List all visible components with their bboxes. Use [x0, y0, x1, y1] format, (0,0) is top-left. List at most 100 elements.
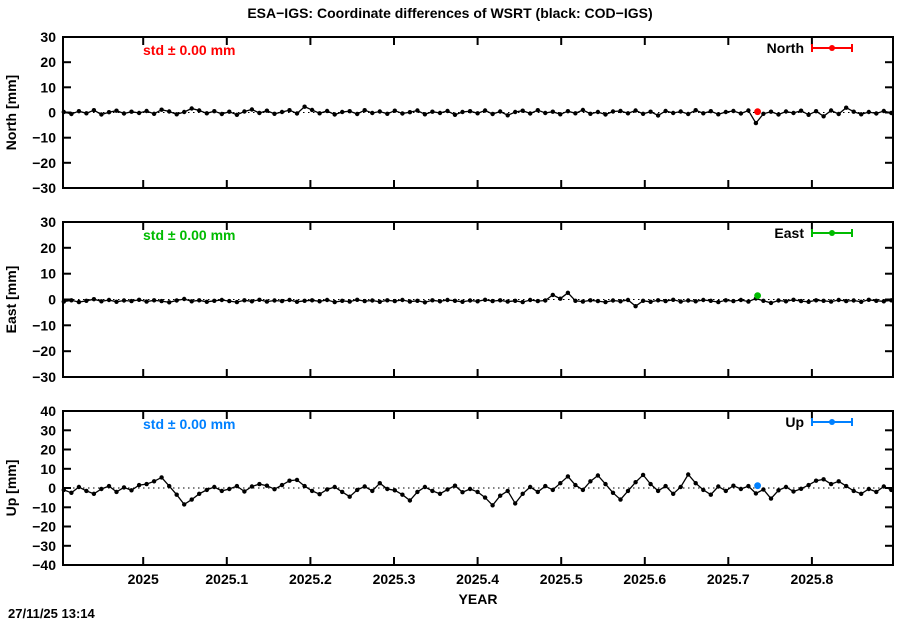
data-point [686, 298, 691, 303]
data-point [813, 298, 819, 303]
data-point [625, 297, 631, 303]
data-point [490, 503, 495, 508]
data-point [129, 488, 134, 493]
data-point [249, 299, 255, 304]
data-point [859, 491, 864, 496]
data-point [242, 489, 247, 494]
data-point [287, 108, 292, 113]
data-point [844, 483, 849, 489]
data-point [189, 497, 194, 502]
data-point [475, 111, 480, 116]
data-point [302, 104, 307, 109]
data-point [663, 298, 668, 304]
data-point [475, 489, 480, 495]
x-tick-label: 2025.5 [540, 571, 583, 587]
data-point [505, 113, 510, 118]
data-point [257, 481, 262, 487]
data-point [76, 109, 82, 114]
data-point [513, 109, 518, 115]
data-point [430, 488, 435, 494]
data-point [671, 491, 676, 496]
data-point [377, 299, 382, 304]
data-point [813, 478, 819, 483]
data-point [655, 113, 661, 118]
data-point [159, 298, 164, 304]
data-point [257, 110, 262, 116]
data-point [535, 489, 540, 495]
data-point [422, 484, 428, 490]
data-point [302, 483, 307, 489]
data-point [272, 487, 277, 492]
data-point [445, 487, 450, 492]
data-point [708, 298, 713, 303]
data-point [618, 299, 623, 304]
data-point [693, 481, 698, 486]
data-point [520, 108, 525, 113]
north-std-label: std ± 0.00 mm [143, 42, 236, 58]
data-point [452, 483, 458, 488]
data-point [204, 299, 209, 304]
data-point [580, 487, 586, 493]
data-point [881, 108, 886, 114]
data-point [400, 297, 405, 303]
data-point [242, 109, 247, 114]
north-legend-sample [811, 44, 853, 52]
data-point [746, 483, 751, 489]
data-point [340, 298, 345, 303]
x-tick-label: 2025.1 [205, 571, 248, 587]
data-point [347, 299, 352, 304]
data-point [813, 109, 819, 114]
data-point [377, 109, 382, 114]
data-point [498, 109, 503, 114]
data-point [407, 110, 413, 115]
data-point [678, 299, 683, 304]
data-point [550, 487, 555, 493]
data-point [309, 107, 315, 113]
data-point [324, 487, 330, 492]
data-point [851, 109, 856, 114]
data-point [227, 486, 232, 492]
data-point [851, 488, 856, 494]
data-point [655, 488, 661, 494]
data-point [633, 304, 638, 309]
x-tick-label: 2025.8 [790, 571, 833, 587]
data-point [144, 299, 149, 304]
data-point [227, 109, 232, 114]
data-point [294, 477, 300, 483]
data-point [550, 109, 555, 114]
data-point [678, 484, 683, 490]
data-point [490, 111, 495, 117]
data-point [452, 298, 458, 303]
highlight-point [754, 108, 761, 116]
y-tick-label: 10 [40, 461, 56, 477]
data-point [836, 297, 841, 303]
data-point [738, 111, 744, 116]
data-point [392, 488, 397, 493]
data-point [701, 111, 706, 116]
data-point [716, 112, 721, 117]
data-point [866, 486, 871, 492]
data-point [106, 297, 112, 303]
data-point [227, 298, 232, 304]
east-legend-sample [811, 229, 853, 237]
data-point [219, 488, 224, 494]
data-point [618, 108, 623, 114]
data-point [723, 109, 728, 115]
y-tick-label: 0 [48, 292, 56, 308]
data-point [400, 492, 405, 497]
panel-border [62, 410, 894, 566]
data-point [174, 492, 179, 497]
data-point [723, 488, 728, 494]
data-point [69, 490, 74, 495]
data-point [543, 483, 548, 489]
data-point [866, 297, 871, 302]
data-point [881, 299, 886, 304]
data-point [595, 298, 601, 304]
y-tick-label: 10 [40, 266, 56, 282]
data-point [249, 484, 255, 489]
y-tick-label: 30 [40, 422, 56, 438]
east-panel: 30 20 10 0 −10 −20 −30 std ± 0.00 mm East East [m… [3, 214, 894, 385]
data-point [573, 111, 578, 116]
data-point [761, 111, 766, 117]
